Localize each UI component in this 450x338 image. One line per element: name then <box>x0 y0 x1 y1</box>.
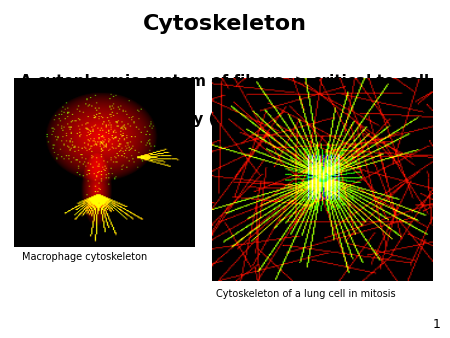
Text: 1: 1 <box>433 318 441 331</box>
Text: motility (movement): motility (movement) <box>137 112 313 126</box>
Text: A cytoplasmic system of fibers -> critical to cell: A cytoplasmic system of fibers -> critic… <box>20 74 430 89</box>
Text: Cytoskeleton of a lung cell in mitosis: Cytoskeleton of a lung cell in mitosis <box>216 289 396 299</box>
Text: Macrophage cytoskeleton: Macrophage cytoskeleton <box>22 252 148 262</box>
Text: Cytoskeleton: Cytoskeleton <box>143 14 307 33</box>
